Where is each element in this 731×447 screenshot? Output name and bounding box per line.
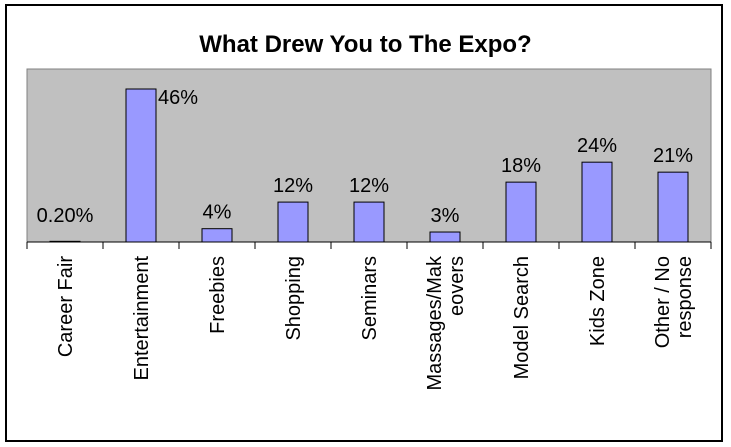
x-tick-label: Freebies [207, 256, 229, 334]
x-tick-label-line: Model Search [511, 256, 533, 379]
bar [201, 228, 233, 243]
bar [353, 201, 385, 243]
x-tick-label: Entertainment [131, 256, 153, 381]
bar [49, 240, 81, 243]
bar [277, 201, 309, 243]
x-tick-label: Kids Zone [587, 256, 609, 346]
x-tick-label: Career Fair [55, 256, 77, 357]
data-label: 21% [653, 145, 693, 167]
bar [505, 181, 537, 243]
bar [429, 231, 461, 243]
x-tick-label-line: response [674, 256, 696, 338]
x-tick-label-line: Career Fair [55, 256, 77, 357]
x-tick-label: Massages/Makeovers [424, 255, 468, 390]
x-tick-label-line: Freebies [207, 256, 229, 334]
bar [581, 161, 613, 243]
x-tick-label: Model Search [511, 256, 533, 379]
x-tick-label-line: Kids Zone [587, 256, 609, 346]
data-label: 12% [349, 175, 389, 197]
data-label: 12% [273, 175, 313, 197]
bar [657, 171, 689, 243]
x-tick-label-line: eovers [446, 256, 468, 316]
data-label: 0.20% [37, 205, 94, 227]
x-tick-label-line: Other / No [652, 256, 674, 348]
data-label: 18% [501, 155, 541, 177]
x-tick-label-line: Shopping [283, 256, 305, 341]
data-label: 46% [158, 87, 198, 109]
x-tick-label: Shopping [283, 256, 305, 341]
data-label: 3% [431, 205, 460, 227]
bar [125, 88, 157, 243]
x-tick-label: Other / Noresponse [652, 256, 696, 348]
chart-title: What Drew You to The Expo? [199, 31, 532, 58]
x-tick-label-line: Massages/Mak [424, 255, 446, 390]
data-label: 24% [577, 135, 617, 157]
data-label: 4% [203, 202, 232, 224]
x-tick-label: Seminars [359, 256, 381, 340]
x-tick-label-line: Seminars [359, 256, 381, 340]
x-tick-label-line: Entertainment [131, 256, 153, 381]
